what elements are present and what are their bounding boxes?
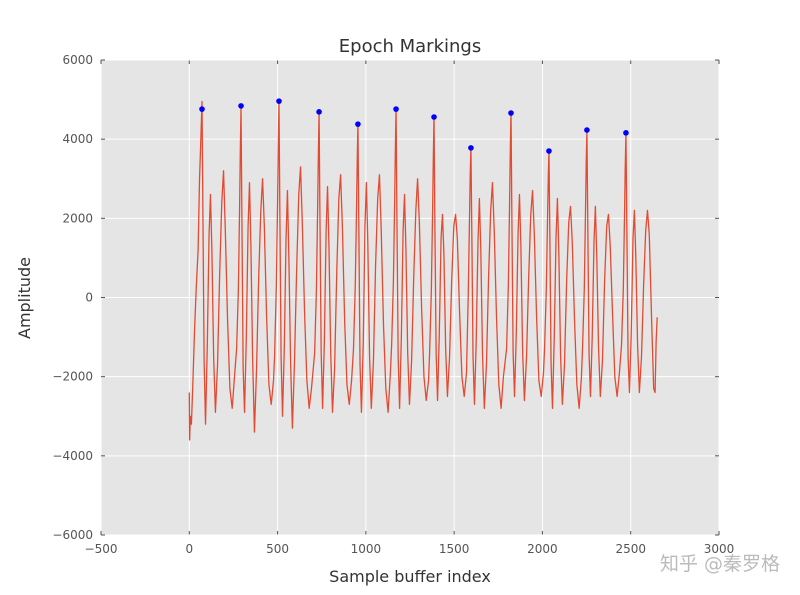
watermark: 知乎 @秦罗格 (660, 553, 780, 575)
point (468, 145, 474, 151)
marks (188, 98, 658, 441)
x-axis-label: Sample buffer index (329, 567, 491, 586)
point (393, 106, 399, 112)
y-tick-label: 2000 (62, 211, 93, 225)
x-tick-label: 1000 (351, 542, 382, 556)
point (431, 114, 437, 120)
x-tick-label: −500 (85, 542, 118, 556)
x-tick-label: 500 (266, 542, 289, 556)
point (546, 148, 552, 154)
point (355, 121, 361, 127)
point (508, 110, 514, 116)
x-tick-label: 2000 (527, 542, 558, 556)
line (188, 100, 658, 441)
point (276, 98, 282, 104)
point (623, 130, 629, 136)
chart-title: Epoch Markings (339, 36, 481, 57)
x-tick-label: 2500 (615, 542, 646, 556)
y-tick-label: 0 (85, 291, 93, 305)
y-tick-label: 6000 (62, 53, 93, 67)
y-tick-label: −4000 (52, 449, 93, 463)
point (584, 127, 590, 133)
point (316, 109, 322, 115)
grid (100, 59, 720, 536)
x-tick-label: 3000 (704, 542, 735, 556)
y-tick-label: 4000 (62, 132, 93, 146)
y-tick-label: −2000 (52, 370, 93, 384)
x-tick-label: 0 (185, 542, 193, 556)
y-tick-label: −6000 (52, 528, 93, 542)
point (238, 103, 244, 109)
point (199, 106, 205, 112)
x-tick-label: 1500 (439, 542, 470, 556)
y-axis-label: Amplitude (15, 257, 34, 339)
